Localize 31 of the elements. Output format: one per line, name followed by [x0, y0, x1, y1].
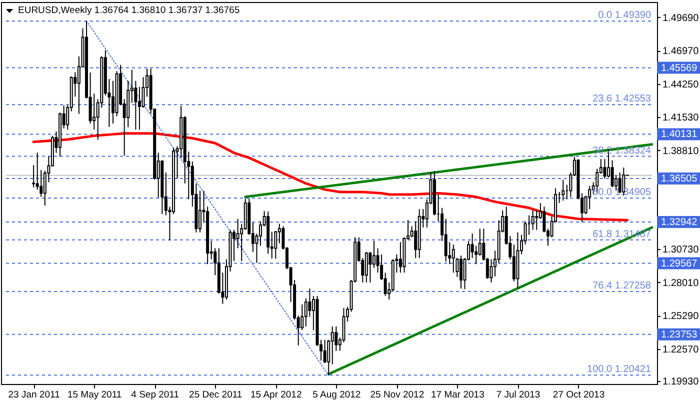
x-tick-label: 23 Jan 2011 [8, 390, 60, 400]
x-tick-label: 17 Mar 2013 [431, 390, 484, 400]
x-tick-label: 15 Apr 2012 [250, 390, 302, 400]
annotation: 100.0 1.20421 [587, 364, 652, 376]
y-tick-label: 1.22570 [662, 344, 700, 356]
ref-line-label: 1.23753 [661, 329, 698, 340]
y-tick-label: 1.25290 [662, 311, 700, 322]
annotation: 23.6 1.42553 [592, 94, 652, 105]
x-tick-label: 7 Jul 2013 [496, 390, 540, 400]
y-tick-label: 1.28010 [662, 278, 700, 289]
y-tick-label: 1.30730 [662, 244, 700, 256]
x-tick-label: 25 Nov 2012 [370, 390, 424, 400]
y-tick-label: 1.41530 [662, 112, 700, 124]
x-tick-label: 25 Dec 2011 [189, 390, 242, 400]
y-tick-label: 1.49690 [662, 12, 700, 24]
ref-line-label: 1.40131 [661, 129, 698, 140]
x-tick-label: 4 Sep 2011 [131, 390, 180, 400]
ref-line-label: 1.29567 [661, 258, 698, 270]
annotation: 0.0 1.49390 [598, 10, 652, 22]
chart-title: EURUSD,Weekly 1.36764 1.36810 1.36737 1.36765 [18, 5, 240, 16]
x-tick-label: 5 Aug 2012 [312, 390, 361, 400]
y-tick-label: 1.46970 [662, 46, 700, 58]
annotation: 76.4 1.27258 [592, 280, 652, 292]
y-tick-label: 1.19930 [662, 376, 700, 388]
y-tick-label: 1.44250 [662, 79, 700, 90]
ref-line-label: 1.32942 [661, 217, 698, 228]
ref-line-label: 1.36505 [661, 174, 698, 185]
y-tick-label: 1.38810 [662, 146, 700, 157]
x-tick-label: 15 May 2011 [67, 390, 122, 400]
ref-line-label: 1.45569 [661, 62, 698, 74]
x-tick-label: 27 Oct 2013 [552, 390, 605, 400]
